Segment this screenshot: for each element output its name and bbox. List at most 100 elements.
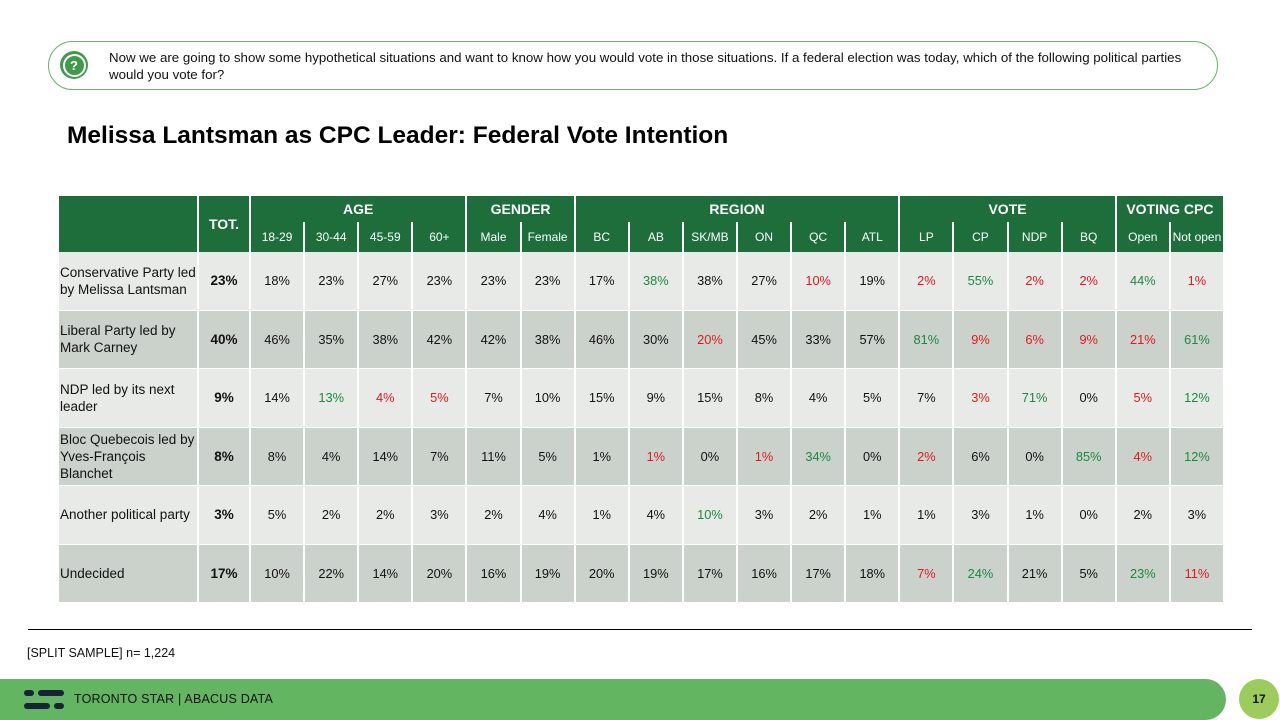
table-cell: 11%: [467, 427, 520, 486]
header-column: 45-59: [359, 222, 412, 252]
table-cell: 7%: [900, 369, 953, 428]
table-cell: 24%: [954, 544, 1007, 603]
table-cell: 27%: [359, 252, 412, 311]
header-column: Female: [521, 222, 574, 252]
table-cell: 4%: [305, 427, 358, 486]
table-cell: 42%: [413, 310, 466, 369]
header-column: 18-29: [251, 222, 304, 252]
table-cell: 1%: [629, 427, 682, 486]
divider: [28, 629, 1252, 630]
table-cell: 0%: [683, 427, 736, 486]
table-cell: 3%: [954, 486, 1007, 545]
table-cell: 2%: [792, 486, 845, 545]
table-cell: 2%: [359, 486, 412, 545]
table-cell: 85%: [1062, 427, 1115, 486]
question-box: ? Now we are going to show some hypothet…: [48, 41, 1218, 90]
table-cell: 30%: [629, 310, 682, 369]
table-cell: 38%: [359, 310, 412, 369]
table-cell: 7%: [467, 369, 520, 428]
table-cell: 2%: [1116, 486, 1169, 545]
table-cell: 19%: [521, 544, 574, 603]
row-total: 40%: [199, 310, 249, 369]
table-cell: 4%: [521, 486, 574, 545]
row-label: Undecided: [59, 544, 197, 603]
table-cell: 3%: [737, 486, 791, 545]
header-group: VOTE: [900, 196, 1115, 222]
table-cell: 4%: [359, 369, 412, 428]
header-column-row: 18-29 30-44 45-59 60+ Male Female BC AB SK/MB ON Q…: [59, 222, 1223, 252]
row-label: Bloc Quebecois led by Yves-François Blan…: [59, 427, 197, 486]
table-cell: 46%: [251, 310, 304, 369]
table-cell: 6%: [954, 427, 1007, 486]
row-label: Conservative Party led by Melissa Lantsm…: [59, 252, 197, 311]
header-column: ATL: [846, 222, 899, 252]
table-cell: 18%: [846, 544, 899, 603]
table-cell: 10%: [521, 369, 574, 428]
table-cell: 38%: [683, 252, 736, 311]
footer-bar: TORONTO STAR | ABACUS DATA: [0, 679, 1226, 720]
table-cell: 10%: [251, 544, 304, 603]
header-column: ON: [737, 222, 791, 252]
table-cell: 5%: [846, 369, 899, 428]
table-cell: 9%: [1062, 310, 1115, 369]
table-cell: 5%: [521, 427, 574, 486]
sample-note: [SPLIT SAMPLE] n= 1,224: [27, 646, 176, 660]
table-row: Liberal Party led by Mark Carney 40% 46% 35…: [59, 310, 1223, 369]
footer-text: TORONTO STAR | ABACUS DATA: [74, 692, 273, 706]
table-cell: 14%: [359, 544, 412, 603]
table-cell: 13%: [305, 369, 358, 428]
table-cell: 8%: [251, 427, 304, 486]
page-title: Melissa Lantsman as CPC Leader: Federal …: [67, 122, 729, 149]
header-column: CP: [954, 222, 1007, 252]
header-column: NDP: [1008, 222, 1061, 252]
table-cell: 8%: [737, 369, 791, 428]
table-cell: 1%: [575, 427, 628, 486]
table-cell: 21%: [1008, 544, 1061, 603]
table-cell: 16%: [467, 544, 520, 603]
table-cell: 18%: [251, 252, 304, 311]
row-total: 8%: [199, 427, 249, 486]
table-row: Conservative Party led by Melissa Lantsm…: [59, 252, 1223, 311]
table-cell: 33%: [792, 310, 845, 369]
table-cell: 55%: [954, 252, 1007, 311]
header-column: AB: [629, 222, 682, 252]
table-cell: 0%: [846, 427, 899, 486]
table-cell: 42%: [467, 310, 520, 369]
row-total: 17%: [199, 544, 249, 603]
table-cell: 23%: [467, 252, 520, 311]
table-cell: 1%: [575, 486, 628, 545]
table-cell: 3%: [954, 369, 1007, 428]
table-cell: 14%: [251, 369, 304, 428]
table-cell: 0%: [1008, 427, 1061, 486]
table-cell: 2%: [467, 486, 520, 545]
header-column: BC: [575, 222, 628, 252]
table-cell: 23%: [1116, 544, 1169, 603]
table-cell: 34%: [792, 427, 845, 486]
header-column: SK/MB: [683, 222, 736, 252]
table-cell: 21%: [1116, 310, 1169, 369]
table-cell: 12%: [1170, 369, 1223, 428]
header-column: Not open: [1170, 222, 1223, 252]
row-total: 23%: [199, 252, 249, 311]
table-cell: 45%: [737, 310, 791, 369]
table-cell: 19%: [629, 544, 682, 603]
question-text: Now we are going to show some hypothetic…: [109, 50, 1182, 82]
table-cell: 3%: [1170, 486, 1223, 545]
table-cell: 0%: [1062, 369, 1115, 428]
header-column: Male: [467, 222, 520, 252]
table-cell: 1%: [1008, 486, 1061, 545]
table-cell: 23%: [305, 252, 358, 311]
header-group: AGE: [251, 196, 466, 222]
table-cell: 17%: [792, 544, 845, 603]
table-cell: 10%: [792, 252, 845, 311]
table-cell: 57%: [846, 310, 899, 369]
table-cell: 16%: [737, 544, 791, 603]
table-cell: 81%: [900, 310, 953, 369]
header-group: VOTING CPC: [1116, 196, 1223, 222]
row-total: 3%: [199, 486, 249, 545]
row-label: Liberal Party led by Mark Carney: [59, 310, 197, 369]
question-icon: ?: [60, 51, 88, 79]
table-cell: 9%: [629, 369, 682, 428]
table-cell: 38%: [629, 252, 682, 311]
table-cell: 17%: [575, 252, 628, 311]
